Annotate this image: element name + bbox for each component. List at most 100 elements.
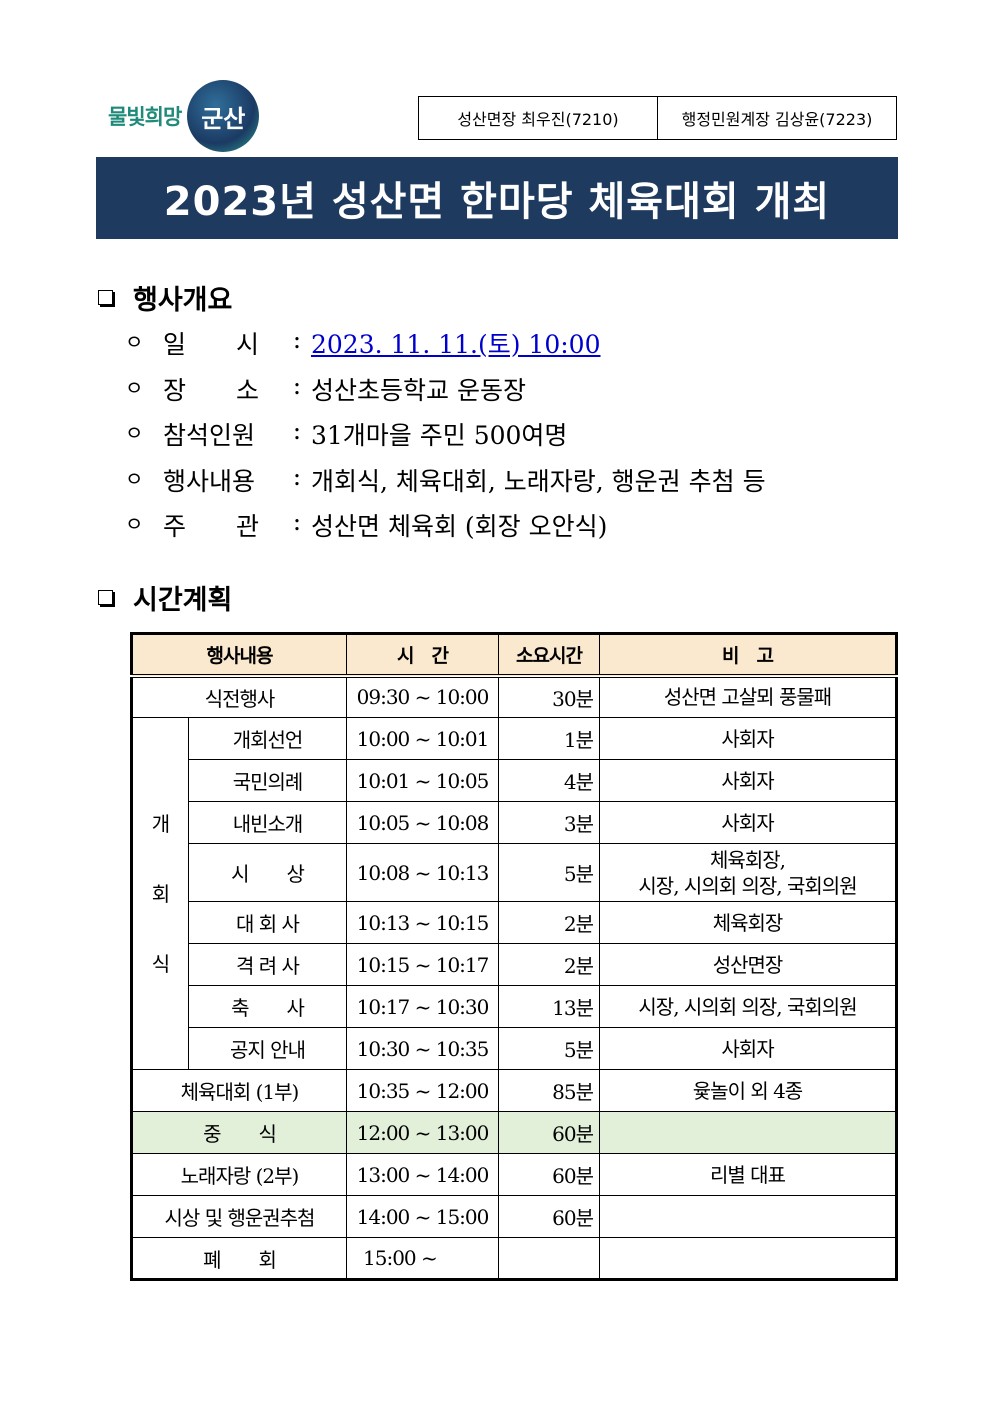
heading-text: 시간계획: [133, 585, 233, 616]
event-cell: 개회선언: [188, 717, 347, 760]
contact-head: 성산면장 최우진(7210): [419, 97, 658, 139]
header-time: 시 간: [346, 633, 499, 678]
duration-cell: 60분: [498, 1153, 600, 1196]
event-cell: 격 려 사: [188, 943, 347, 986]
note-cell: 리별 대표: [599, 1153, 897, 1196]
event-cell: 식전행사: [131, 675, 347, 718]
duration-cell: 1분: [498, 717, 600, 760]
table-row: 공지 안내 10:30 ~ 10:35 5분 사회자: [132, 1027, 897, 1070]
time-cell: 10:01 ~ 10:05: [346, 759, 499, 802]
table-row: 국민의례 10:01 ~ 10:05 4분 사회자: [132, 759, 897, 802]
time-cell: 10:15 ~ 10:17: [346, 943, 499, 986]
colon: :: [292, 370, 302, 400]
overview-item: ㅇ 행사내용: 개회식, 체육대회, 노래자랑, 행운권 추첨 등: [125, 462, 766, 498]
overview-item: ㅇ 장 소: 성산초등학교 운동장: [125, 371, 526, 407]
overview-item: ㅇ 일 시:2023. 11. 11.(토) 10:00: [125, 325, 600, 361]
event-cell: 시상 및 행운권추첨: [131, 1195, 347, 1238]
schedule-table: 행사내용 시 간 소요시간 비 고 식전행사 09:30 ~ 10:00 30분 성산…: [130, 632, 898, 1281]
checkbox-bullet-icon: [98, 590, 113, 605]
time-cell: 13:00 ~ 14:00: [346, 1153, 499, 1196]
note-cell: 사회자: [599, 759, 897, 802]
duration-cell: 60분: [498, 1111, 600, 1154]
item-value: 성산면 체육회 (회장 오안식): [311, 512, 608, 541]
table-row: 대 회 사 10:13 ~ 10:15 2분 체육회장: [132, 901, 897, 944]
table-row: 시상 및 행운권추첨 14:00 ~ 15:00 60분: [131, 1195, 897, 1238]
note-cell: 체육회장, 시장, 시의회 의장, 국회의원: [599, 843, 897, 902]
table-row: 체육대회 (1부) 10:35 ~ 12:00 85분 윷놀이 외 4종: [131, 1069, 897, 1112]
event-cell: 중 식: [131, 1111, 347, 1154]
circle-bullet-icon: ㅇ: [125, 512, 144, 536]
colon: :: [292, 416, 302, 445]
contact-box: 성산면장 최우진(7210) 행정민원계장 김상윤(7223): [418, 96, 897, 140]
header-event: 행사내용: [131, 633, 347, 678]
event-cell: 공지 안내: [188, 1027, 347, 1070]
table-row: 시 상 10:08 ~ 10:13 5분 체육회장, 시장, 시의회 의장, 국회의원: [132, 843, 897, 902]
overview-item: ㅇ 주 관: 성산면 체육회 (회장 오안식): [125, 507, 607, 543]
note-cell: 체육회장: [599, 901, 897, 944]
event-cell: 내빈소개: [188, 801, 347, 844]
event-cell: 노래자랑 (2부): [131, 1153, 347, 1196]
header-note: 비 고: [599, 633, 897, 678]
table-row: 개 회 식 개회선언 10:00 ~ 10:01 1분 사회자: [131, 717, 897, 1070]
heading-text: 행사개요: [133, 285, 233, 316]
note-cell: 사회자: [599, 801, 897, 844]
item-value: 성산초등학교 운동장: [311, 375, 526, 405]
circle-bullet-icon: ㅇ: [125, 375, 144, 400]
duration-cell: 85분: [498, 1069, 600, 1112]
time-cell: 09:30 ~ 10:00: [346, 675, 499, 718]
item-value[interactable]: 2023. 11. 11.(토) 10:00: [311, 330, 601, 359]
time-cell: 10:08 ~ 10:13: [346, 843, 499, 902]
colon: :: [292, 461, 302, 491]
table-row: 노래자랑 (2부) 13:00 ~ 14:00 60분 리별 대표: [131, 1153, 897, 1196]
duration-cell: [498, 1237, 600, 1280]
time-cell: 10:00 ~ 10:01: [346, 717, 499, 760]
item-value: 31개마을 주민 500여명: [311, 421, 568, 450]
time-cell: 10:35 ~ 12:00: [346, 1069, 499, 1112]
time-cell: 10:13 ~ 10:15: [346, 901, 499, 944]
table-row: 중 식 12:00 ~ 13:00 60분: [131, 1111, 897, 1154]
duration-cell: 3분: [498, 801, 600, 844]
table-row: 축 사 10:17 ~ 10:30 13분 시장, 시의회 의장, 국회의원: [132, 985, 897, 1028]
note-cell: 윷놀이 외 4종: [599, 1069, 897, 1112]
item-label: 주 관: [163, 512, 260, 541]
event-cell: 국민의례: [188, 759, 347, 802]
logo: 물빛희망 군산: [108, 80, 260, 152]
note-cell: 성산면장: [599, 943, 897, 986]
item-label: 일 시: [163, 330, 260, 359]
circle-bullet-icon: ㅇ: [125, 330, 144, 354]
section-overview-heading: 행사개요: [98, 278, 232, 317]
item-value: 개회식, 체육대회, 노래자랑, 행운권 추첨 등: [311, 466, 766, 496]
logo-text: 물빛희망: [108, 105, 182, 129]
table-row: 식전행사 09:30 ~ 10:00 30분 성산면 고살뫼 풍물패: [131, 675, 897, 718]
note-cell: 시장, 시의회 의장, 국회의원: [599, 985, 897, 1028]
time-cell: 12:00 ~ 13:00: [346, 1111, 499, 1154]
checkbox-bullet-icon: [98, 290, 113, 305]
note-cell: [599, 1111, 897, 1154]
colon: :: [292, 507, 302, 536]
time-cell: 10:17 ~ 10:30: [346, 985, 499, 1028]
duration-cell: 2분: [498, 901, 600, 944]
overview-item: ㅇ 참석인원:31개마을 주민 500여명: [125, 416, 567, 452]
item-label: 참석인원: [163, 421, 256, 450]
event-cell: 축 사: [188, 985, 347, 1028]
circle-bullet-icon: ㅇ: [125, 466, 144, 491]
section-schedule-heading: 시간계획: [98, 578, 232, 617]
contact-staff: 행정민원계장 김상윤(7223): [681, 110, 873, 129]
note-cell: [599, 1195, 897, 1238]
note-cell: 사회자: [599, 717, 897, 760]
time-cell: 14:00 ~ 15:00: [346, 1195, 499, 1238]
note-cell: [599, 1237, 897, 1280]
note-cell: 성산면 고살뫼 풍물패: [599, 675, 897, 718]
duration-cell: 5분: [498, 843, 600, 902]
document-title: 2023년 성산면 한마당 체육대회 개최: [96, 157, 898, 239]
duration-cell: 13분: [498, 985, 600, 1028]
event-cell: 시 상: [188, 843, 347, 902]
item-label: 장 소: [163, 375, 260, 405]
colon: :: [292, 325, 302, 354]
duration-cell: 2분: [498, 943, 600, 986]
note-cell: 사회자: [599, 1027, 897, 1070]
item-label: 행사내용: [163, 466, 256, 496]
duration-cell: 60분: [498, 1195, 600, 1238]
